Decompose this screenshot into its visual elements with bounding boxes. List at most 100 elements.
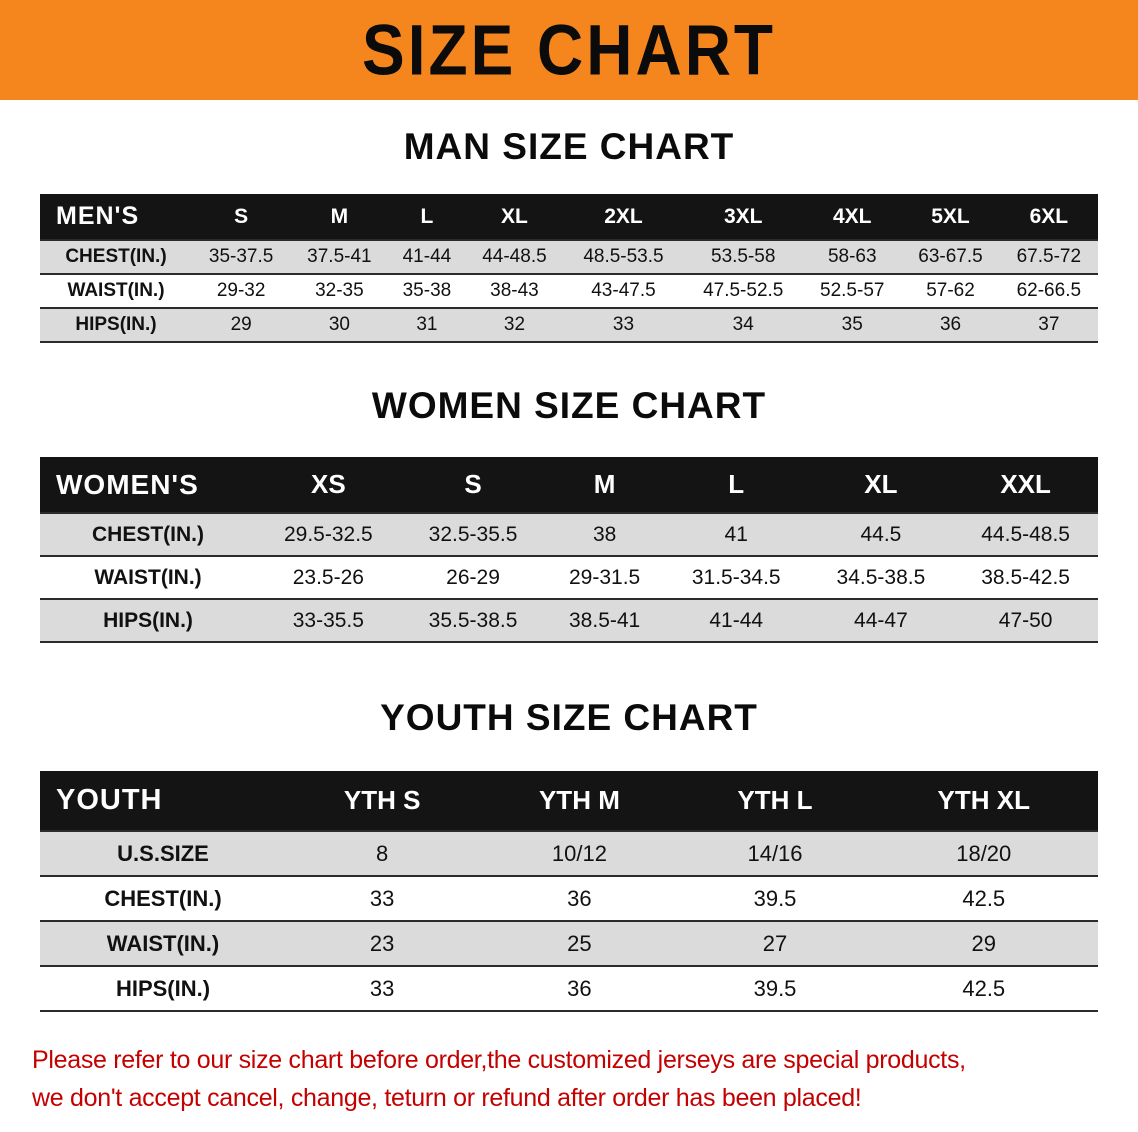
size-value-cell: 39.5 (753, 975, 797, 1001)
size-value-cell: 63-67.5 (918, 246, 983, 267)
size-value-cell: 29.5-32.5 (283, 522, 373, 546)
table-header-row: YOUTH YTH S YTH M YTH L YTH XL (40, 771, 1098, 831)
size-value-cell: 8 (376, 840, 389, 866)
table-row: HIPS(IN.) 33-35.5 35.5-38.5 38.5-41 41-44 44-… (40, 599, 1098, 642)
men-size-chart-heading: MAN SIZE CHART (403, 126, 735, 167)
size-column-header: L (420, 204, 434, 228)
size-value-cell: 47-50 (998, 608, 1053, 632)
size-value-cell: 37 (1038, 314, 1060, 335)
size-column-header: S (234, 204, 249, 228)
table-row: CHEST(IN.) 29.5-32.5 32.5-35.5 38 41 44.5 44.5… (40, 513, 1098, 556)
size-column-header: XL (501, 204, 528, 228)
disclaimer-line-2: we don't accept cancel, change, teturn o… (32, 1083, 862, 1112)
row-label: CHEST(IN.) (92, 522, 204, 546)
row-label: HIPS(IN.) (75, 314, 157, 335)
table-group-label: YOUTH (56, 784, 163, 816)
size-value-cell: 44.5 (860, 522, 902, 546)
size-value-cell: 44-48.5 (482, 246, 547, 267)
size-value-cell: 29-31.5 (569, 565, 641, 589)
size-value-cell: 42.5 (962, 975, 1006, 1001)
youth-size-chart-section: YOUTH SIZE CHART YOUTH YTH S YTH M YTH L YTH… (0, 697, 1138, 1012)
size-column-header: XXL (1000, 469, 1051, 499)
size-column-header: 5XL (931, 204, 970, 228)
size-value-cell: 37.5-41 (307, 246, 372, 267)
table-group-label: MEN'S (56, 202, 140, 230)
size-value-cell: 44.5-48.5 (981, 522, 1070, 546)
size-column-header: YTH XL (937, 785, 1030, 815)
size-value-cell: 35-38 (402, 280, 452, 301)
size-value-cell: 41-44 (402, 246, 452, 267)
size-value-cell: 57-62 (926, 280, 975, 301)
size-value-cell: 35.5-38.5 (428, 608, 518, 632)
size-value-cell: 58-63 (827, 246, 877, 267)
size-column-header: 4XL (832, 204, 872, 228)
women-size-table: WOMEN'S XS S M L XL XXL CHEST(IN.) 29.5-32.5 32.5… (40, 457, 1098, 643)
table-row: CHEST(IN.) 35-37.5 37.5-41 41-44 44-48.5 48.5… (40, 240, 1098, 274)
size-value-cell: 33-35.5 (292, 608, 364, 632)
size-value-cell: 41-44 (709, 608, 764, 632)
size-value-cell: 32-35 (315, 280, 364, 301)
size-value-cell: 42.5 (962, 885, 1006, 911)
row-label: HIPS(IN.) (103, 608, 193, 632)
size-column-header: 2XL (604, 204, 643, 228)
size-column-header: M (593, 469, 616, 499)
size-value-cell: 38-43 (490, 280, 539, 301)
size-value-cell: 31 (416, 314, 438, 335)
women-size-chart-heading: WOMEN SIZE CHART (371, 385, 767, 426)
size-value-cell: 23.5-26 (292, 565, 364, 589)
size-column-header: YTH L (737, 785, 813, 815)
size-value-cell: 44-47 (854, 608, 908, 632)
size-value-cell: 38 (592, 522, 617, 546)
size-value-cell: 38.5-42.5 (981, 565, 1070, 589)
size-value-cell: 48.5-53.5 (583, 246, 664, 267)
disclaimer-note: Please refer to our size chart before or… (32, 1042, 1108, 1117)
size-value-cell: 32 (503, 314, 526, 335)
table-group-label: WOMEN'S (56, 468, 199, 500)
size-value-cell: 33 (612, 314, 635, 335)
table-row: WAIST(IN.) 23.5-26 26-29 29-31.5 31.5-34.5 34… (40, 556, 1098, 599)
size-column-header: XS (311, 469, 346, 499)
size-value-cell: 36 (567, 885, 592, 911)
size-value-cell: 31.5-34.5 (691, 565, 781, 589)
size-column-header: 6XL (1029, 204, 1069, 228)
size-chart-banner: SIZE CHART (0, 0, 1138, 100)
size-value-cell: 30 (328, 314, 350, 335)
row-label: CHEST(IN.) (104, 885, 222, 911)
youth-size-chart-heading: YOUTH SIZE CHART (380, 697, 758, 738)
size-column-header: M (330, 204, 349, 228)
size-value-cell: 53.5-58 (711, 246, 776, 267)
size-value-cell: 29-32 (216, 280, 266, 301)
size-value-cell: 27 (762, 930, 788, 956)
size-value-cell: 41 (724, 522, 748, 546)
size-column-header: S (464, 469, 482, 499)
table-header-row: MEN'S S M L XL 2XL 3XL 4XL 5XL 6XL (40, 194, 1098, 240)
size-value-cell: 38.5-41 (569, 608, 641, 632)
size-value-cell: 34 (732, 314, 754, 335)
size-value-cell: 43-47.5 (591, 280, 656, 301)
size-value-cell: 36 (939, 314, 962, 335)
women-size-chart-section: WOMEN SIZE CHART WOMEN'S XS S M L XL XXL CHEST(… (0, 385, 1138, 643)
men-size-chart-section: MAN SIZE CHART MEN'S S M L XL 2XL 3XL 4XL 5XL 6XL… (0, 126, 1138, 343)
size-column-header: YTH S (343, 785, 421, 815)
size-value-cell: 36 (567, 975, 592, 1001)
table-row: HIPS(IN.) 33 36 39.5 42.5 (40, 966, 1098, 1011)
size-value-cell: 62-66.5 (1016, 280, 1082, 301)
size-value-cell: 10/12 (551, 840, 607, 866)
row-label: WAIST(IN.) (94, 565, 202, 589)
youth-size-table: YOUTH YTH S YTH M YTH L YTH XL U.S.SIZE 8 10/12… (40, 771, 1098, 1012)
table-row: CHEST(IN.) 33 36 39.5 42.5 (40, 876, 1098, 921)
table-row: WAIST(IN.) 29-32 32-35 35-38 38-43 43-47.5 47.… (40, 274, 1098, 308)
size-value-cell: 29 (230, 314, 252, 335)
row-label: HIPS(IN.) (115, 975, 211, 1001)
size-value-cell: 47.5-52.5 (703, 280, 784, 301)
size-column-header: 3XL (723, 204, 763, 228)
row-label: WAIST(IN.) (67, 280, 165, 301)
size-value-cell: 29 (971, 930, 996, 956)
size-column-header: L (728, 469, 745, 499)
size-value-cell: 23 (369, 930, 395, 956)
size-value-cell: 33 (369, 975, 395, 1001)
table-row: HIPS(IN.) 29 30 31 32 33 34 35 36 37 (40, 308, 1098, 342)
size-value-cell: 52.5-57 (820, 280, 885, 301)
disclaimer-line-1: Please refer to our size chart before or… (32, 1046, 966, 1074)
